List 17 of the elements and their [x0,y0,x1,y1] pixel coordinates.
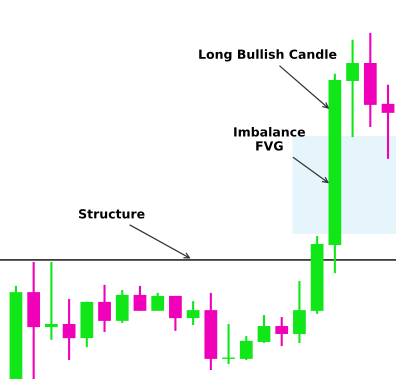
candlestick [45,260,58,341]
candlestick [169,294,182,332]
candlestick [258,314,270,344]
candlestick [222,322,235,366]
band-label: Imbalance FVG [234,126,305,151]
candlestick [240,335,253,362]
candlestick [346,38,359,138]
candlestick [382,84,394,160]
candlestick [275,316,288,348]
candlestick [62,298,76,362]
candlestick [293,280,306,344]
candlestick [186,300,200,326]
candlestick [134,284,146,312]
annotation: Long Bullish Candle [199,49,336,62]
candlestick [98,284,111,333]
candlestick [151,292,164,312]
ref-line-label: Structure [79,209,145,219]
